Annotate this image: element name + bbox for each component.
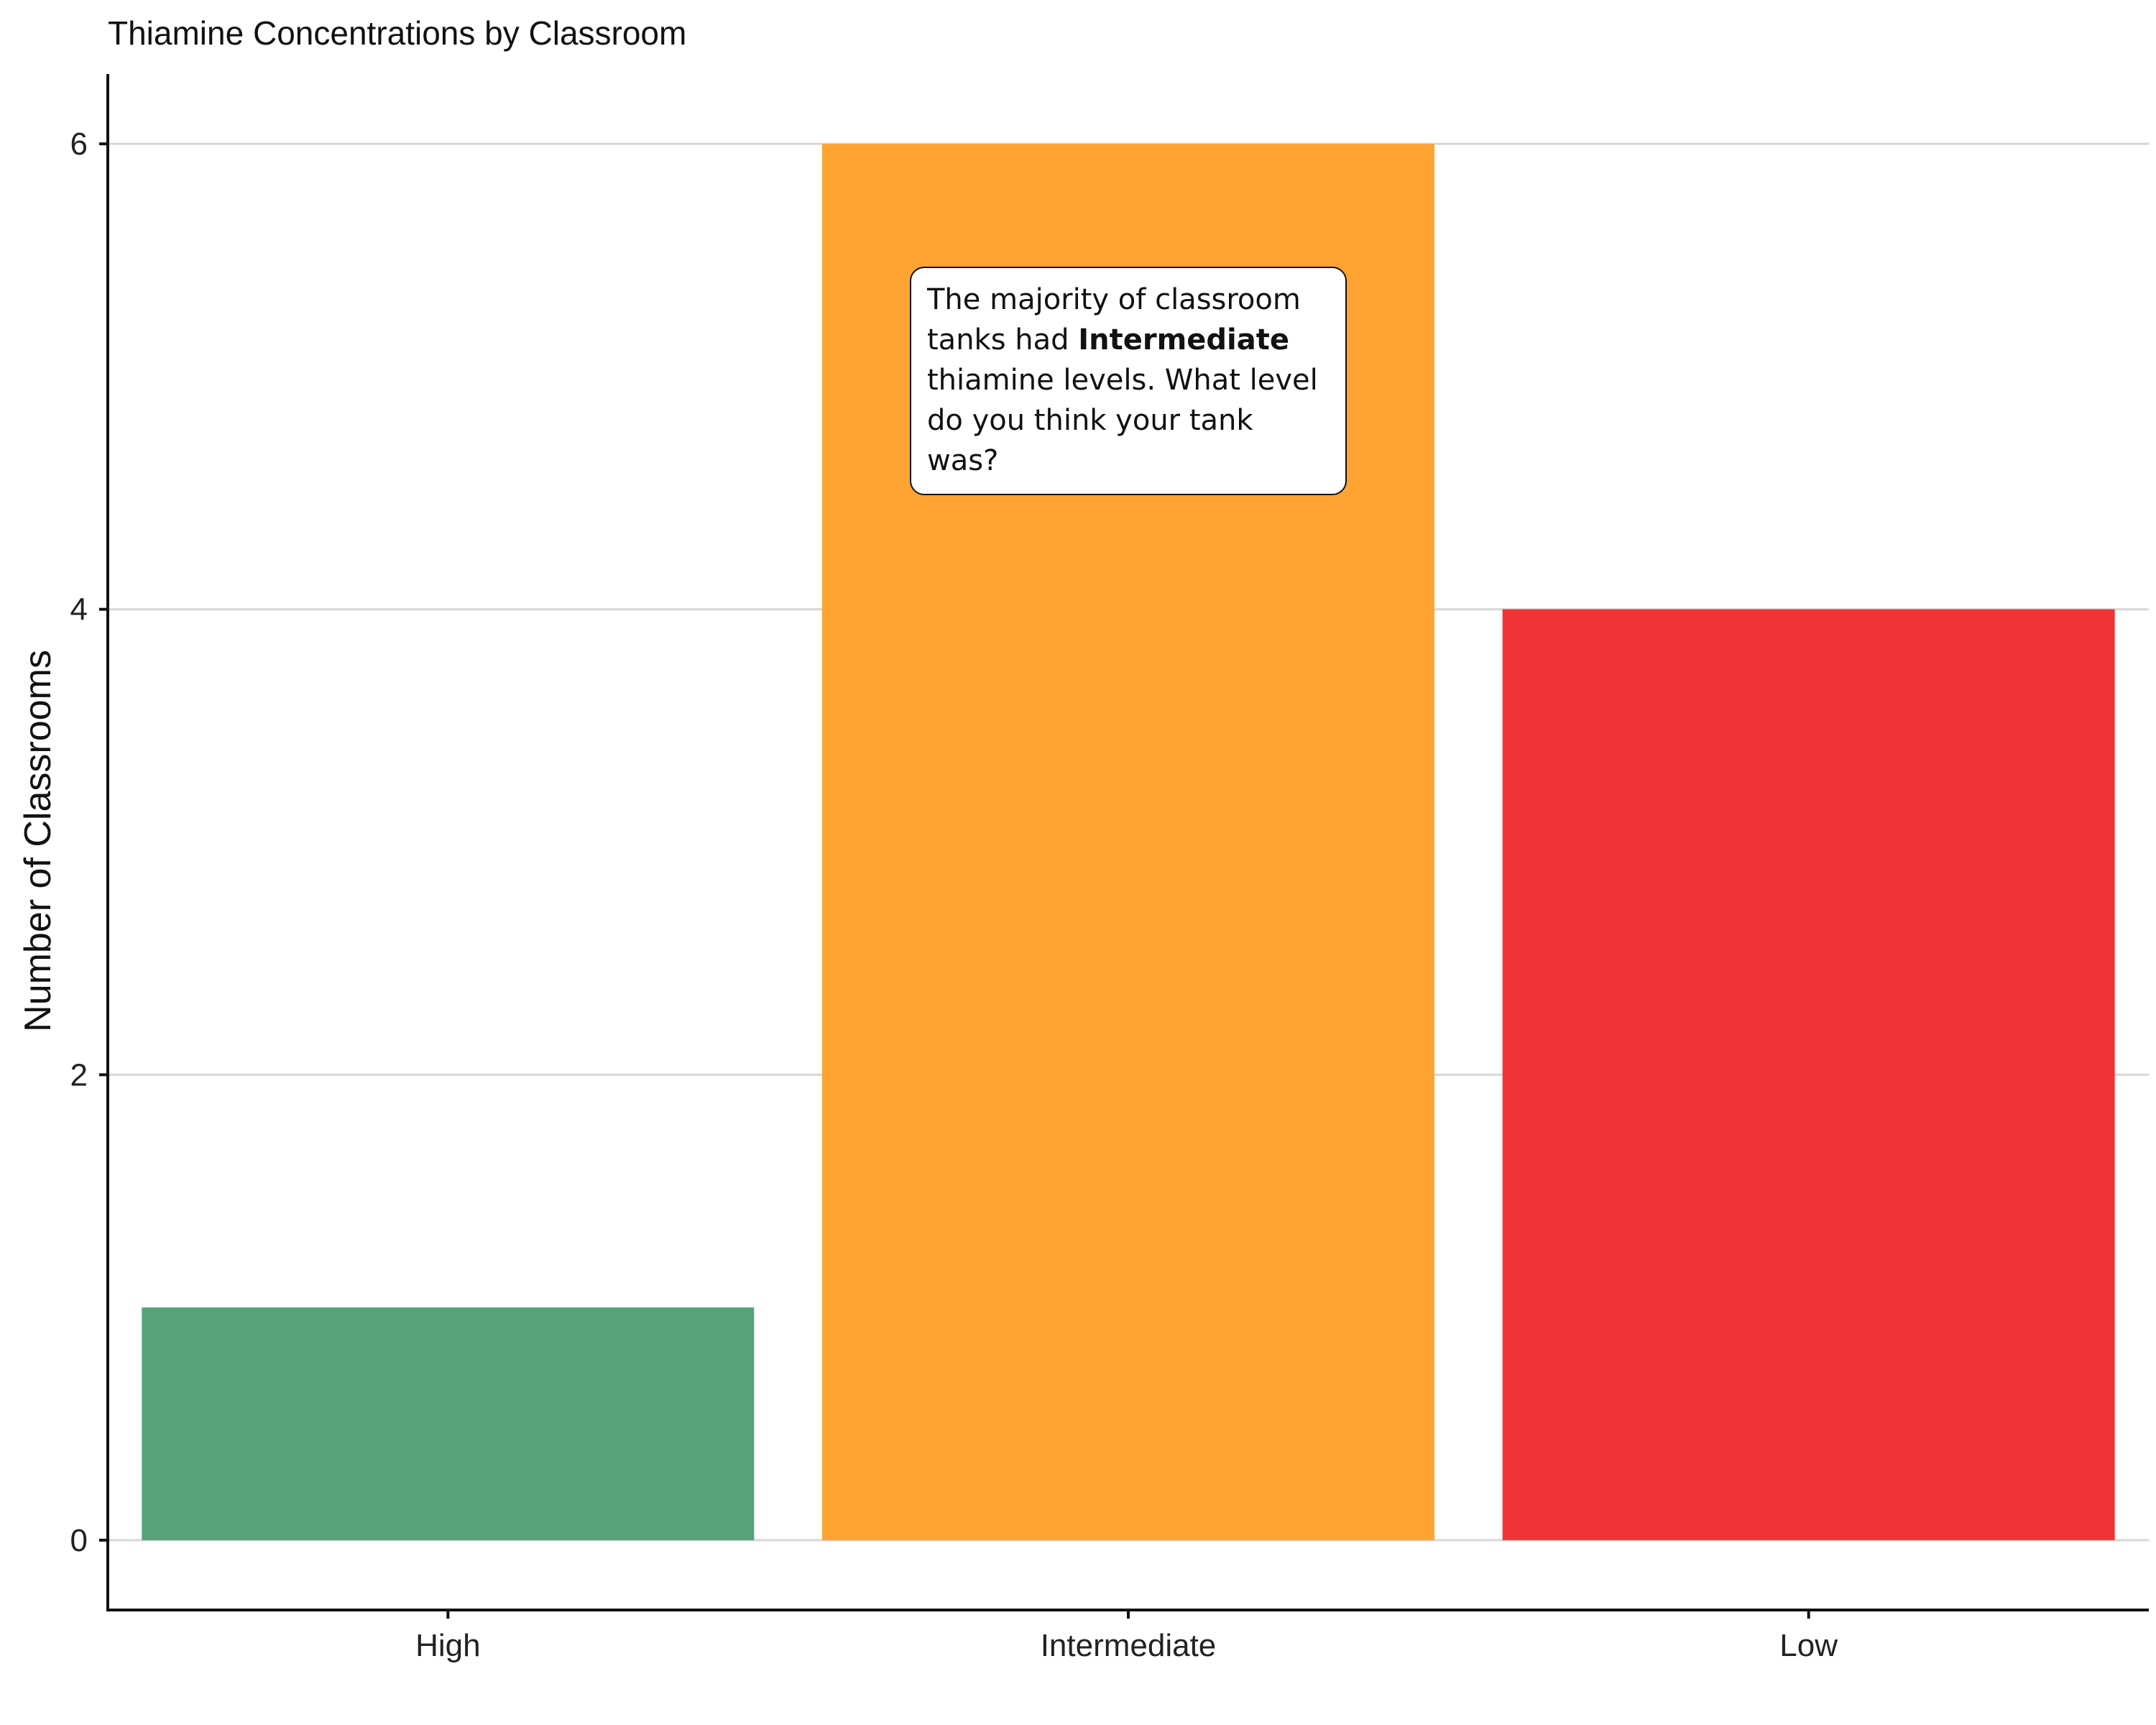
annotation-text-bold: Intermediate bbox=[1078, 323, 1289, 356]
y-ticks: 0 2 4 6 bbox=[70, 126, 108, 1558]
bar-low bbox=[1503, 610, 2115, 1540]
x-ticks: High Intermediate Low bbox=[415, 1610, 1838, 1663]
annotation-callout: The majority of classroom tanks had Inte… bbox=[910, 267, 1347, 495]
bar-high bbox=[142, 1307, 754, 1540]
x-tick-label-high: High bbox=[415, 1628, 481, 1663]
x-tick-label-low: Low bbox=[1779, 1628, 1838, 1663]
y-tick-label: 6 bbox=[70, 126, 88, 162]
y-tick-label: 2 bbox=[70, 1057, 88, 1092]
annotation-text-end: thiamine levels. What level do you think… bbox=[927, 364, 1318, 477]
x-tick-label-intermediate: Intermediate bbox=[1041, 1628, 1217, 1663]
y-tick-label: 0 bbox=[70, 1523, 88, 1558]
chart-title: Thiamine Concentrations by Classroom bbox=[108, 14, 686, 52]
y-axis-label: Number of Classrooms bbox=[17, 650, 59, 1032]
y-tick-label: 4 bbox=[70, 592, 88, 627]
